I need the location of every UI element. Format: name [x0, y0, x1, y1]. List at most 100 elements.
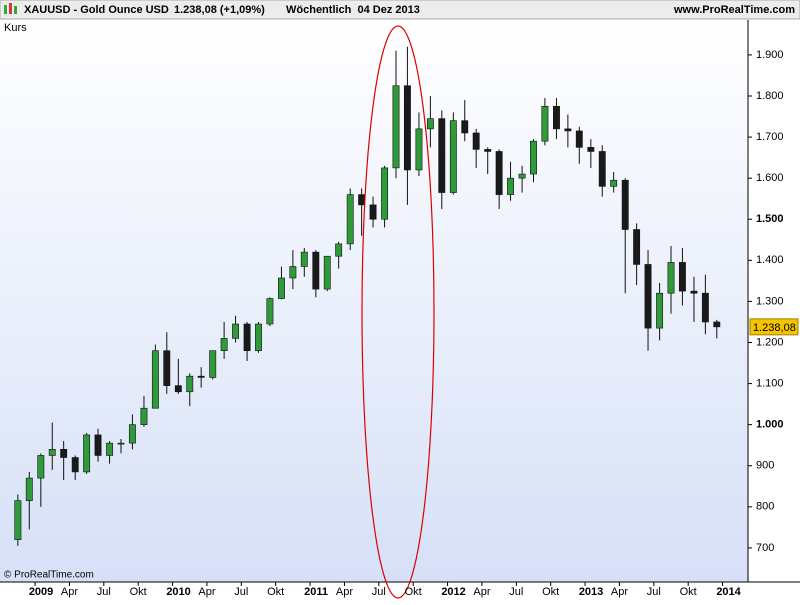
x-tick-label: Jul — [372, 586, 386, 598]
y-tick-label: 1.600 — [756, 172, 784, 184]
candle-body — [587, 147, 595, 152]
last-price-box — [749, 318, 799, 336]
candle-body — [117, 442, 125, 445]
candle-body — [644, 264, 652, 329]
y-tick-label: 700 — [756, 542, 774, 554]
header-bar — [0, 0, 800, 20]
x-tick-label: Apr — [473, 586, 490, 598]
candle-body — [83, 434, 91, 473]
site-link[interactable]: www.ProRealTime.com — [673, 4, 795, 16]
candle-body — [553, 105, 560, 130]
candle-body — [94, 434, 102, 456]
candle-body — [461, 120, 469, 134]
header-icon — [4, 3, 17, 14]
candle-body — [346, 194, 354, 245]
x-tick-label: Jul — [647, 586, 661, 598]
candle-body — [220, 338, 228, 352]
candle-body — [323, 255, 331, 290]
candle-body — [415, 128, 423, 171]
candle-body — [335, 243, 343, 257]
x-tick-label: Okt — [267, 586, 284, 598]
candle-body — [392, 85, 400, 169]
y-tick-label: 1.900 — [756, 49, 784, 61]
candle-body — [472, 132, 480, 150]
x-tick-label: Apr — [198, 586, 215, 598]
candle-body — [713, 321, 721, 328]
copyright: © ProRealTime.com — [4, 570, 94, 581]
highlight-ellipse — [361, 25, 435, 599]
candle-body — [541, 105, 549, 142]
candle-body — [186, 375, 194, 393]
x-tick-label: Okt — [680, 586, 697, 598]
candle-body — [312, 251, 320, 290]
y-tick-label: 1.700 — [756, 131, 784, 143]
candle-body — [438, 118, 446, 193]
x-tick-label: Jul — [234, 586, 248, 598]
candle-body — [598, 151, 606, 187]
candle-body — [209, 350, 217, 378]
last-price-label: 1.238,08 — [753, 322, 796, 334]
candle-body — [14, 500, 22, 540]
candle-body — [37, 455, 45, 479]
candle-body — [610, 179, 618, 187]
candle-body — [449, 120, 457, 193]
candle-body — [358, 194, 366, 206]
candle-body — [530, 140, 537, 175]
candle-body — [403, 85, 411, 171]
candle-body — [300, 251, 308, 267]
candle-body — [426, 118, 434, 130]
x-tick-label: 2012 — [441, 586, 465, 598]
candle-body — [507, 177, 514, 195]
y-tick-label: 900 — [756, 460, 774, 472]
candle-body — [197, 375, 205, 378]
candle-body — [289, 266, 297, 279]
x-tick-label: Okt — [542, 586, 559, 598]
x-tick-label: Okt — [130, 586, 147, 598]
candle-body — [484, 149, 492, 152]
candle-body — [243, 323, 251, 352]
candle-body — [25, 477, 33, 501]
y-tick-label: 1.100 — [756, 377, 784, 389]
x-tick-label: 2009 — [29, 586, 53, 598]
symbol: XAUUSD - Gold Ounce USD — [24, 4, 169, 16]
y-tick-label: 1.500 — [756, 213, 784, 225]
x-tick-label: Jul — [97, 586, 111, 598]
candle-body — [278, 277, 285, 299]
x-tick-label: 2014 — [716, 586, 741, 598]
candle-body — [564, 128, 572, 132]
candle-body — [369, 204, 377, 220]
candle-body — [690, 290, 698, 294]
candle-body — [678, 262, 686, 292]
x-tick-label: 2013 — [579, 586, 603, 598]
candle-body — [633, 229, 641, 265]
candle-body — [71, 457, 79, 473]
x-tick-label: 2010 — [166, 586, 190, 598]
x-tick-label: Okt — [405, 586, 422, 598]
period: Wöchentlich 04 Dez 2013 — [286, 4, 420, 16]
candle-body — [255, 323, 262, 352]
y-tick-label: 1.000 — [756, 419, 784, 431]
price: 1.238,08 (+1,09%) — [174, 4, 265, 16]
candle-body — [60, 449, 68, 458]
x-tick-label: Jul — [509, 586, 523, 598]
candle-body — [128, 424, 136, 444]
candle-body — [48, 449, 56, 456]
y-tick-label: 1.400 — [756, 254, 784, 266]
y-tick-label: 800 — [756, 501, 774, 513]
candle-body — [701, 292, 709, 323]
y-tick-label: 1.300 — [756, 295, 784, 307]
y-tick-label: 1.200 — [756, 336, 784, 348]
candle-body — [151, 350, 159, 409]
candle-body — [656, 292, 664, 329]
candle-body — [140, 407, 148, 425]
candle-body — [575, 130, 583, 148]
y-tick-label: 1.800 — [756, 90, 784, 102]
candle-body — [621, 179, 629, 230]
candle-body — [667, 262, 675, 294]
candle-body — [518, 173, 526, 179]
candle-body — [381, 167, 389, 220]
x-tick-label: Apr — [61, 586, 78, 598]
candle-body — [106, 442, 114, 456]
